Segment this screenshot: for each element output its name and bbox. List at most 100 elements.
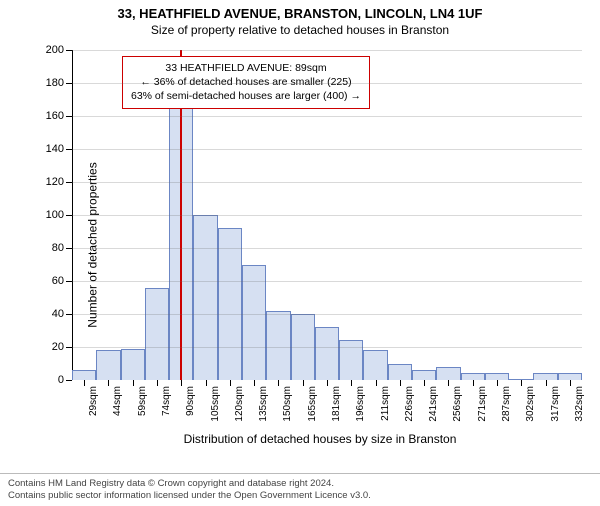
x-tick-label: 165sqm	[307, 386, 318, 422]
y-tick-label: 40	[52, 308, 64, 320]
x-tick-label: 181sqm	[331, 386, 342, 422]
y-tick	[66, 83, 72, 84]
annotation-line1: 33 HEATHFIELD AVENUE: 89sqm	[131, 61, 361, 75]
histogram-bar	[72, 370, 96, 380]
x-tick	[351, 380, 352, 386]
grid-line	[72, 182, 582, 183]
y-tick	[66, 149, 72, 150]
x-tick	[278, 380, 279, 386]
x-axis-caption: Distribution of detached houses by size …	[50, 432, 590, 446]
y-tick-label: 60	[52, 275, 64, 287]
footer-line1: Contains HM Land Registry data © Crown c…	[8, 478, 592, 490]
histogram-bar	[388, 364, 412, 381]
histogram-bar	[436, 367, 460, 380]
x-tick-label: 226sqm	[404, 386, 415, 422]
y-tick	[66, 281, 72, 282]
histogram-bar	[315, 327, 339, 380]
grid-line	[72, 50, 582, 51]
page-subtitle: Size of property relative to detached ho…	[0, 23, 600, 37]
annotation-line3: 63% of semi-detached houses are larger (…	[131, 89, 361, 103]
x-tick	[157, 380, 158, 386]
y-tick	[66, 314, 72, 315]
y-tick	[66, 182, 72, 183]
y-tick-label: 180	[46, 77, 64, 89]
x-tick	[181, 380, 182, 386]
x-tick-label: 59sqm	[137, 386, 148, 416]
x-tick-label: 241sqm	[428, 386, 439, 422]
histogram-bar	[558, 373, 582, 380]
x-tick	[424, 380, 425, 386]
histogram-bar	[96, 350, 120, 380]
y-tick	[66, 347, 72, 348]
x-tick-label: 44sqm	[112, 386, 123, 416]
histogram-bar	[461, 373, 485, 380]
y-tick	[66, 380, 72, 381]
footer: Contains HM Land Registry data © Crown c…	[0, 473, 600, 506]
grid-line	[72, 215, 582, 216]
x-tick	[570, 380, 571, 386]
chart-container: Number of detached properties 33 HEATHFI…	[50, 50, 590, 440]
footer-line2: Contains public sector information licen…	[8, 490, 592, 502]
y-tick	[66, 50, 72, 51]
histogram-bar	[533, 373, 557, 380]
x-tick	[206, 380, 207, 386]
histogram-bar	[266, 311, 290, 380]
histogram-bar	[363, 350, 387, 380]
x-tick-label: 105sqm	[210, 386, 221, 422]
histogram-bar	[412, 370, 436, 380]
x-tick	[546, 380, 547, 386]
x-tick-label: 74sqm	[161, 386, 172, 416]
grid-line	[72, 281, 582, 282]
x-tick-label: 29sqm	[88, 386, 99, 416]
y-tick-label: 100	[46, 209, 64, 221]
y-tick	[66, 116, 72, 117]
page-title: 33, HEATHFIELD AVENUE, BRANSTON, LINCOLN…	[0, 6, 600, 21]
histogram-bar	[193, 215, 217, 380]
x-tick-label: 120sqm	[234, 386, 245, 422]
histogram-bar	[145, 288, 169, 380]
y-tick-label: 80	[52, 242, 64, 254]
y-tick-label: 20	[52, 341, 64, 353]
x-tick-label: 211sqm	[380, 386, 391, 421]
x-tick-label: 271sqm	[477, 386, 488, 422]
grid-line	[72, 248, 582, 249]
histogram-bar	[485, 373, 509, 380]
x-tick	[448, 380, 449, 386]
x-tick-label: 287sqm	[501, 386, 512, 422]
grid-line	[72, 314, 582, 315]
x-tick-label: 90sqm	[185, 386, 196, 416]
y-tick	[66, 248, 72, 249]
plot-area: 33 HEATHFIELD AVENUE: 89sqm ← 36% of det…	[72, 50, 582, 380]
x-tick	[84, 380, 85, 386]
x-tick-label: 150sqm	[282, 386, 293, 422]
x-tick	[230, 380, 231, 386]
x-tick-label: 135sqm	[258, 386, 269, 422]
x-tick	[376, 380, 377, 386]
grid-line	[72, 347, 582, 348]
x-tick	[521, 380, 522, 386]
y-tick-label: 200	[46, 44, 64, 56]
grid-line	[72, 149, 582, 150]
y-tick-label: 140	[46, 143, 64, 155]
x-tick-label: 302sqm	[525, 386, 536, 422]
x-tick	[473, 380, 474, 386]
grid-line	[72, 83, 582, 84]
x-tick-label: 196sqm	[355, 386, 366, 422]
x-tick	[303, 380, 304, 386]
histogram-bar	[218, 228, 242, 380]
histogram-bar	[121, 349, 145, 380]
x-tick-label: 256sqm	[452, 386, 463, 422]
x-tick	[400, 380, 401, 386]
y-tick	[66, 215, 72, 216]
x-tick	[254, 380, 255, 386]
x-tick-label: 317sqm	[550, 386, 561, 422]
x-tick	[327, 380, 328, 386]
x-tick	[497, 380, 498, 386]
y-tick-label: 160	[46, 110, 64, 122]
grid-line	[72, 116, 582, 117]
x-tick	[133, 380, 134, 386]
x-tick	[108, 380, 109, 386]
y-tick-label: 0	[58, 374, 64, 386]
x-tick-label: 332sqm	[574, 386, 585, 422]
y-tick-label: 120	[46, 176, 64, 188]
